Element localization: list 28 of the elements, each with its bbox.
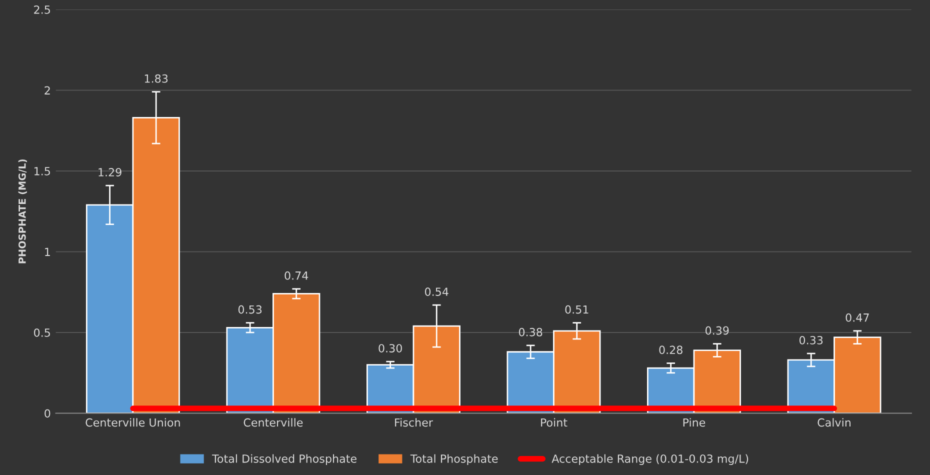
x-tick-label: Centerville xyxy=(244,418,303,427)
x-tick-label: Pine xyxy=(683,418,706,427)
x-tick-label: Calvin xyxy=(818,418,850,427)
legend-label: Total Phosphate xyxy=(410,454,498,465)
data-label: 0.51 xyxy=(565,305,588,314)
y-tick-label: 1.5 xyxy=(34,167,50,176)
x-tick-label: Centerville Union xyxy=(86,418,180,427)
data-label: 0.54 xyxy=(424,288,448,296)
y-tick-label: 2.5 xyxy=(34,5,50,14)
data-label: 0.74 xyxy=(284,271,308,280)
data-label: 0.33 xyxy=(799,336,823,344)
data-label: 0.39 xyxy=(706,326,729,335)
y-tick-label: 1 xyxy=(45,248,50,256)
data-label: 1.83 xyxy=(144,74,168,83)
y-tick-label: 2 xyxy=(44,86,50,94)
data-label: 0.30 xyxy=(378,344,402,352)
data-label: 0.28 xyxy=(659,346,682,354)
x-tick-label: Fischer xyxy=(395,418,433,427)
legend-label: Total Dissolved Phosphate xyxy=(212,454,356,465)
y-tick-label: 0 xyxy=(44,409,50,418)
y-tick-label: 0.5 xyxy=(34,328,50,337)
legend-label: Acceptable Range (0.01-0.03 mg/L) xyxy=(552,454,748,465)
data-label: 1.29 xyxy=(98,168,122,176)
data-label: 0.53 xyxy=(238,305,262,314)
data-label: 0.47 xyxy=(846,313,869,322)
x-tick-label: Point xyxy=(541,418,568,427)
data-label: 0.38 xyxy=(518,328,542,336)
y-axis-title: PHOSPHATE (MG/L) xyxy=(18,159,27,264)
